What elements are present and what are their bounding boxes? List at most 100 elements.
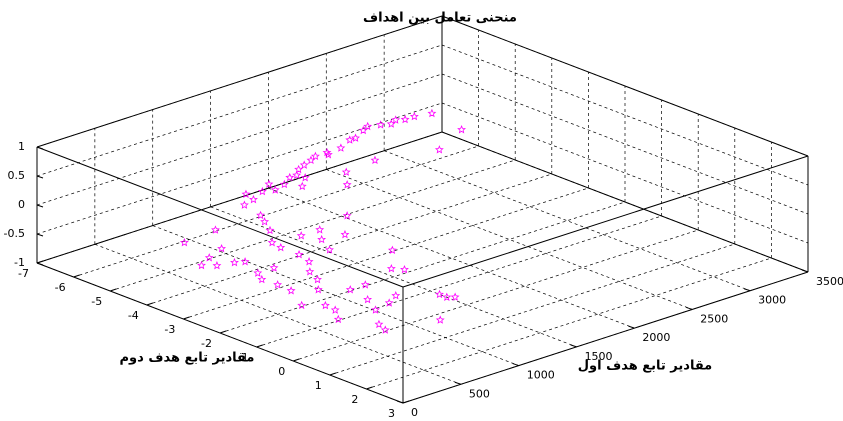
point <box>322 147 332 157</box>
y-tick-label: 3 <box>388 407 395 420</box>
x-tick-label: 1000 <box>527 369 555 382</box>
point <box>434 145 444 154</box>
y-tick-label: -5 <box>91 295 102 308</box>
point <box>285 172 295 182</box>
y-tick <box>366 386 373 390</box>
grid-line <box>441 44 809 186</box>
point <box>341 167 351 176</box>
point <box>197 260 206 270</box>
y-tick <box>146 302 153 306</box>
grid-line <box>146 173 552 306</box>
point <box>342 211 352 220</box>
point <box>211 225 220 234</box>
point <box>264 179 274 189</box>
point <box>257 186 267 196</box>
grid-line <box>210 206 577 348</box>
axes-box: 0 500 1000 1500 2000 2500 3000 3500 -7 -6 -5 -4 -3 -2… <box>4 15 843 420</box>
box-edge <box>402 155 809 288</box>
point <box>435 289 444 299</box>
point <box>400 264 409 274</box>
point <box>336 143 346 152</box>
x-tick <box>628 325 635 329</box>
x-tick-label: 3500 <box>816 275 843 288</box>
point <box>292 170 302 180</box>
point <box>253 268 263 277</box>
x-tick-label: 3000 <box>758 294 786 307</box>
box-edge <box>441 15 809 157</box>
grid-line <box>73 145 479 278</box>
point <box>249 194 258 204</box>
x-tick-label: 1500 <box>585 350 613 363</box>
box-edge <box>36 15 443 148</box>
point <box>294 249 304 259</box>
point <box>409 111 419 121</box>
point <box>363 294 373 304</box>
grid-line <box>256 215 662 348</box>
box-edge <box>36 146 404 288</box>
x-tick <box>743 288 751 292</box>
point <box>351 133 360 142</box>
z-tick-label: 0 <box>18 198 25 211</box>
point <box>269 263 279 272</box>
point <box>384 298 394 307</box>
point <box>260 217 270 226</box>
point <box>179 237 189 247</box>
point <box>305 267 315 276</box>
grid-line <box>36 73 443 206</box>
point <box>435 315 445 324</box>
grid-line <box>110 159 516 292</box>
x-tick-label: 2000 <box>642 331 670 344</box>
point <box>457 125 466 134</box>
z-tick-label: 1 <box>18 140 25 153</box>
point <box>304 257 314 266</box>
y-axis-label: مقادیر تابع هدف دوم <box>120 351 255 366</box>
y-tick <box>402 400 410 404</box>
y-tick-label: -3 <box>164 323 175 336</box>
grid-line <box>441 102 809 244</box>
box-edge <box>402 271 809 404</box>
z-tick <box>36 262 44 266</box>
point <box>279 179 289 189</box>
point <box>294 164 304 174</box>
point <box>391 291 401 300</box>
point <box>273 280 283 289</box>
z-tick-label: -1 <box>14 256 25 269</box>
point <box>241 189 251 199</box>
point <box>313 274 322 284</box>
x-tick <box>396 400 404 404</box>
y-tick <box>183 316 190 320</box>
y-tick-label: 0 <box>278 365 285 378</box>
point <box>299 160 309 169</box>
grid-line <box>293 229 699 362</box>
point <box>386 119 396 128</box>
y-tick <box>256 344 263 348</box>
point <box>380 325 390 334</box>
point <box>286 286 296 295</box>
y-tick <box>219 330 227 334</box>
point <box>317 234 327 244</box>
x-tick-label: 0 <box>411 406 418 419</box>
point <box>276 242 286 252</box>
grid-line <box>329 243 735 376</box>
point <box>320 300 330 310</box>
x-tick-label: 500 <box>469 387 490 400</box>
y-tick <box>110 288 117 292</box>
point <box>340 229 350 239</box>
grid-line <box>152 225 519 366</box>
grid-line <box>219 201 626 334</box>
point <box>360 280 370 289</box>
point <box>363 121 373 131</box>
point <box>391 115 401 124</box>
x-tick-label: 2500 <box>700 312 728 325</box>
x-tick <box>454 381 462 385</box>
point <box>212 261 222 270</box>
y-tick <box>329 372 336 376</box>
y-tick <box>36 260 44 264</box>
grid-line <box>366 257 772 390</box>
x-tick <box>570 344 577 348</box>
point <box>427 108 437 118</box>
point <box>400 114 410 124</box>
point <box>333 314 343 324</box>
y-tick-label: 2 <box>351 393 358 406</box>
